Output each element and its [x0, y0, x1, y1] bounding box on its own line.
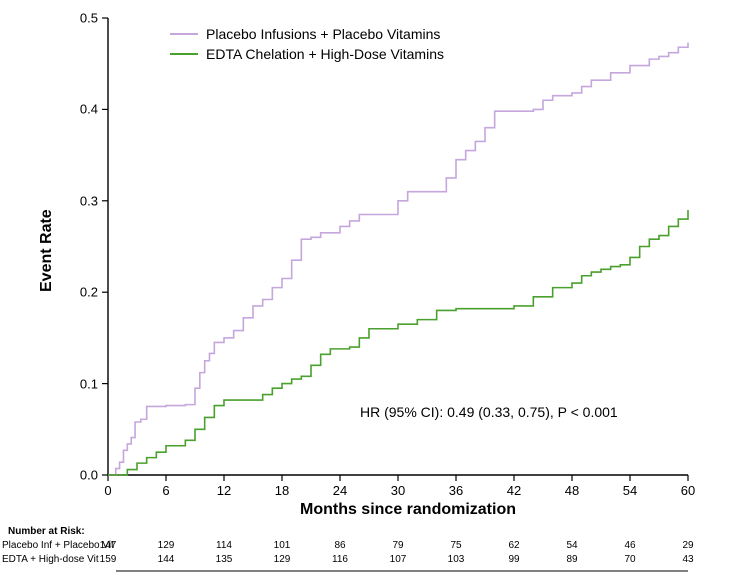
- y-tick: 0.4: [68, 102, 98, 117]
- legend-label: EDTA Chelation + High-Dose Vitamins: [206, 44, 444, 64]
- x-tick: 0: [88, 483, 128, 498]
- risk-cell: 101: [262, 539, 302, 553]
- risk-title: Number at Risk:: [8, 525, 85, 539]
- risk-cell: 103: [436, 553, 476, 567]
- risk-cell: 43: [668, 553, 708, 567]
- y-tick: 0.0: [68, 468, 98, 483]
- y-tick: 0.5: [68, 11, 98, 26]
- x-tick: 18: [262, 483, 302, 498]
- risk-cell: 114: [204, 539, 244, 553]
- risk-cell: 116: [320, 553, 360, 567]
- series-line: [108, 210, 688, 475]
- risk-cell: 99: [494, 553, 534, 567]
- risk-cell: 129: [146, 539, 186, 553]
- x-tick: 60: [668, 483, 708, 498]
- x-tick: 24: [320, 483, 360, 498]
- x-tick: 48: [552, 483, 592, 498]
- risk-cell: 144: [146, 553, 186, 567]
- x-tick: 36: [436, 483, 476, 498]
- x-tick: 12: [204, 483, 244, 498]
- risk-cell: 147: [88, 539, 128, 553]
- risk-cell: 89: [552, 553, 592, 567]
- legend-swatch: [170, 33, 198, 35]
- y-tick: 0.3: [68, 193, 98, 208]
- risk-cell: 107: [378, 553, 418, 567]
- km-chart: Event Rate Months since randomization Pl…: [0, 0, 743, 583]
- risk-cell: 135: [204, 553, 244, 567]
- risk-cell: 70: [610, 553, 650, 567]
- x-tick: 42: [494, 483, 534, 498]
- risk-cell: 159: [88, 553, 128, 567]
- risk-cell: 129: [262, 553, 302, 567]
- hr-annotation: HR (95% CI): 0.49 (0.33, 0.75), P < 0.00…: [360, 404, 618, 420]
- y-tick: 0.2: [68, 285, 98, 300]
- risk-cell: 79: [378, 539, 418, 553]
- x-tick: 54: [610, 483, 650, 498]
- y-axis-label: Event Rate: [38, 209, 56, 292]
- legend-swatch: [170, 53, 198, 55]
- risk-cell: 62: [494, 539, 534, 553]
- legend-item: Placebo Infusions + Placebo Vitamins: [170, 24, 444, 44]
- legend-label: Placebo Infusions + Placebo Vitamins: [206, 24, 440, 44]
- risk-row-label: EDTA + High-dose Vit: [2, 553, 99, 567]
- risk-table: Number at Risk:Placebo Inf + Placebo Vit…: [0, 525, 743, 583]
- x-axis-label: Months since randomization: [288, 501, 528, 519]
- y-tick: 0.1: [68, 376, 98, 391]
- risk-cell: 86: [320, 539, 360, 553]
- risk-cell: 29: [668, 539, 708, 553]
- risk-cell: 75: [436, 539, 476, 553]
- x-tick: 6: [146, 483, 186, 498]
- x-tick: 30: [378, 483, 418, 498]
- risk-cell: 46: [610, 539, 650, 553]
- legend-item: EDTA Chelation + High-Dose Vitamins: [170, 44, 444, 64]
- risk-cell: 54: [552, 539, 592, 553]
- legend: Placebo Infusions + Placebo VitaminsEDTA…: [170, 24, 444, 64]
